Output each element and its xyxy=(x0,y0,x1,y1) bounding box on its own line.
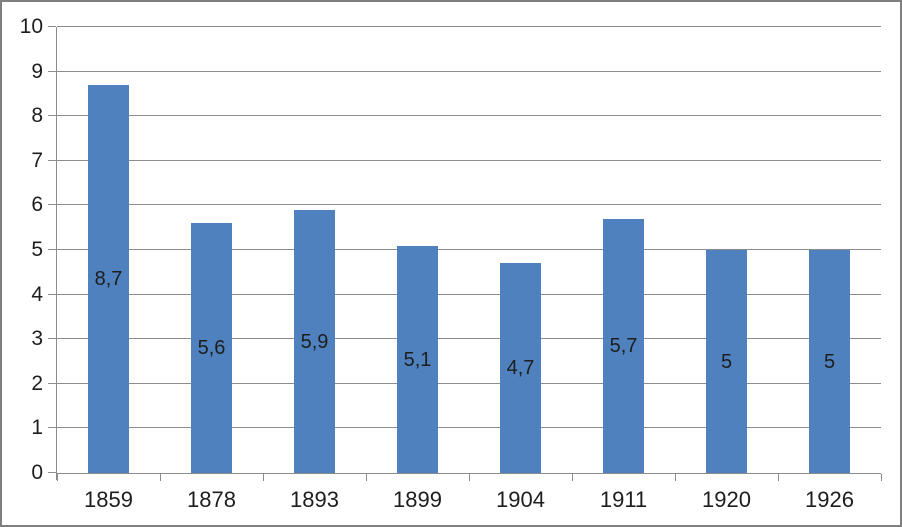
y-axis-tick xyxy=(48,26,56,27)
bar-1878 xyxy=(191,223,232,473)
x-category-label: 1859 xyxy=(84,487,133,512)
y-tick-label: 3 xyxy=(31,327,43,351)
y-gridline xyxy=(57,115,881,117)
y-axis-tick xyxy=(48,115,56,117)
bar-1859 xyxy=(88,85,129,473)
y-tick-label: 6 xyxy=(31,193,43,217)
y-axis-tick xyxy=(48,382,56,384)
x-axis-tick xyxy=(366,474,367,481)
x-category-label: 1899 xyxy=(393,487,442,512)
y-tick-label: 1 xyxy=(31,416,43,440)
y-gridline xyxy=(57,427,881,429)
x-category-label: 1926 xyxy=(805,487,854,512)
y-gridline xyxy=(57,293,881,295)
bar-1893 xyxy=(294,210,335,473)
x-axis-tick xyxy=(57,474,58,481)
y-tick-label: 9 xyxy=(31,59,43,83)
y-gridline xyxy=(57,204,881,206)
y-axis-tick xyxy=(48,427,56,429)
bar-value-label: 8,7 xyxy=(94,268,123,290)
bar-1911 xyxy=(603,219,644,473)
y-axis-tick xyxy=(48,70,56,72)
y-tick-label: 5 xyxy=(31,238,43,261)
y-tick-label: 0 xyxy=(31,461,43,484)
y-axis-tick xyxy=(48,204,56,206)
x-category-label: 1893 xyxy=(290,487,339,512)
y-gridline xyxy=(57,26,881,27)
bar-value-label: 5,1 xyxy=(403,349,432,371)
bar-1899 xyxy=(397,246,438,473)
y-axis-tick xyxy=(48,472,56,473)
bar-1920 xyxy=(706,250,747,473)
y-gridline xyxy=(57,338,881,340)
plot-area: 0 1 2 3 4 5 6 7 8 9 10 8,7 1859 5,6 1878 5,9 1893 5,1 1899… xyxy=(20,16,882,512)
x-axis-tick xyxy=(263,474,264,481)
bar-1926 xyxy=(809,250,850,473)
y-tick-label: 8 xyxy=(31,104,43,128)
bar-value-label: 5,7 xyxy=(609,335,638,357)
x-axis-tick xyxy=(881,474,882,481)
x-axis-tick xyxy=(675,474,676,481)
y-tick-label: 2 xyxy=(31,371,43,395)
y-tick-label: 4 xyxy=(31,282,43,306)
y-tick-label: 7 xyxy=(31,148,43,172)
y-axis-line xyxy=(56,27,57,480)
bar-value-label: 4,7 xyxy=(506,357,535,379)
bar-value-label: 5 xyxy=(823,351,836,373)
y-gridline xyxy=(57,382,881,384)
bar-value-label: 5 xyxy=(720,351,733,373)
x-category-label: 1878 xyxy=(187,487,236,512)
bar-1904 xyxy=(500,263,541,473)
x-category-label: 1920 xyxy=(702,487,751,512)
y-gridline xyxy=(57,70,881,72)
bar-value-label: 5,6 xyxy=(197,337,226,359)
y-axis-tick xyxy=(48,249,56,250)
x-axis-tick xyxy=(469,474,470,481)
y-axis-tick xyxy=(48,338,56,340)
x-category-label: 1911 xyxy=(599,487,648,512)
y-axis-tick xyxy=(48,159,56,161)
y-gridline xyxy=(57,249,881,250)
x-axis-tick xyxy=(778,474,779,481)
x-category-label: 1904 xyxy=(496,487,545,512)
bar-value-label: 5,9 xyxy=(300,331,329,353)
x-axis-line xyxy=(57,473,881,474)
y-axis-tick xyxy=(48,293,56,295)
x-axis-tick xyxy=(160,474,161,481)
y-tick-label: 10 xyxy=(19,15,43,38)
x-axis-tick xyxy=(572,474,573,481)
y-gridline xyxy=(57,159,881,161)
